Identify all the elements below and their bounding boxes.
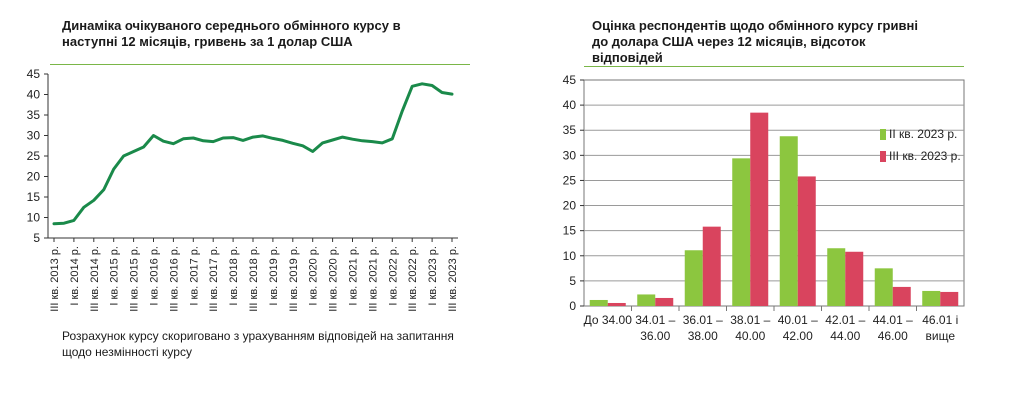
y-tick-label: 20	[563, 199, 577, 213]
y-tick-label: 0	[569, 299, 576, 313]
bar-q2-2023	[779, 136, 798, 306]
x-tick-label: I кв. 2015 р.	[109, 246, 121, 306]
left-title-line-2: наступні 12 місяців, гривень за 1 долар …	[62, 34, 353, 49]
x-category-label: 40.01 –	[778, 313, 818, 327]
x-category-label: 36.01 –	[683, 313, 723, 327]
right-chart-panel: Оцінка респондентів щодо обмінного курсу…	[540, 0, 1011, 400]
line-chart: 5 10 15 20 25 30 35 40 45 III кв. 2013 р. I кв. 20…	[27, 67, 459, 312]
y-tick-label: 25	[27, 149, 41, 163]
x-category-label: 40.00	[735, 329, 765, 343]
bar-q3-2023	[750, 112, 769, 307]
bar-q2-2023	[684, 250, 703, 306]
y-tick-label: 5	[569, 274, 576, 288]
x-tick-label: III кв. 2022 р.	[407, 246, 419, 312]
y-tick-label: 40	[27, 88, 41, 102]
bar-q3-2023	[797, 176, 816, 306]
right-title-line-2: до долара США через 12 місяців, відсоток	[592, 34, 866, 49]
x-tick-label: III кв. 2021 р.	[367, 246, 379, 312]
legend-label-q2: II кв. 2023 р.	[889, 127, 957, 141]
y-tick-label: 30	[27, 129, 41, 143]
x-tick-label: III кв. 2020 р.	[328, 246, 340, 312]
x-tick-label: III кв. 2016 р.	[168, 246, 180, 312]
x-tick-label: I кв. 2020 р.	[308, 246, 320, 306]
x-tick-label: III кв. 2023 р.	[447, 246, 459, 312]
x-category-label: 38.00	[688, 329, 718, 343]
left-chart-panel: Динаміка очікуваного середнього обмінног…	[0, 0, 480, 400]
x-category-label: До 34.00	[584, 313, 633, 327]
x-category-label: 42.01 –	[825, 313, 865, 327]
y-tick-label: 10	[563, 249, 577, 263]
x-tick-label: I кв. 2014 р.	[69, 246, 81, 306]
x-category-label: 36.00	[640, 329, 670, 343]
bar-q2-2023	[827, 248, 846, 306]
bar-chart: 0 5 10 15 20 25 30 35 40 45 До 34.00 34.01 – 36.00 36…	[563, 73, 965, 343]
bar-q2-2023	[922, 290, 941, 306]
x-tick-label: I кв. 2018 р.	[228, 246, 240, 306]
bar-q2-2023	[732, 158, 751, 306]
y-tick-label: 15	[27, 190, 41, 204]
x-tick-label: I кв. 2022 р.	[387, 246, 399, 306]
y-tick-label: 20	[27, 170, 41, 184]
x-category-label: 34.01 –	[635, 313, 675, 327]
x-tick-label: I кв. 2019 р.	[268, 246, 280, 306]
legend-swatch-q2	[880, 129, 886, 140]
y-tick-label: 45	[27, 67, 41, 81]
bar-q2-2023	[874, 268, 893, 306]
bar-q3-2023	[845, 251, 864, 306]
x-category-label: 44.00	[830, 329, 860, 343]
left-chart-note: Розрахунок курсу скориговано з урахуванн…	[62, 328, 482, 360]
bar-q2-2023	[589, 299, 608, 306]
x-tick-label: III кв. 2017 р.	[208, 246, 220, 312]
right-chart-title: Оцінка респондентів щодо обмінного курсу…	[592, 18, 992, 66]
legend-swatch-q3	[880, 151, 886, 162]
x-tick-label: III кв. 2019 р.	[288, 246, 300, 312]
x-tick-label: III кв. 2013 р.	[49, 246, 61, 312]
x-tick-label: III кв. 2014 р.	[89, 246, 101, 312]
right-title-rule	[584, 66, 964, 67]
bar-q3-2023	[892, 286, 911, 306]
x-tick-label: I кв. 2016 р.	[149, 246, 161, 306]
x-category-label: 38.01 –	[730, 313, 770, 327]
x-category-label: 42.00	[783, 329, 813, 343]
x-category-label: вище	[926, 329, 956, 343]
note-line-2: щодо незмінності курсу	[62, 345, 192, 359]
right-title-line-1: Оцінка респондентів щодо обмінного курсу…	[592, 18, 918, 33]
y-tick-label: 35	[27, 108, 41, 122]
y-tick-label: 25	[563, 173, 577, 187]
left-title-rule	[50, 64, 470, 65]
y-tick-label: 45	[563, 73, 577, 87]
x-tick-label: I кв. 2021 р.	[348, 246, 360, 306]
left-chart-title: Динаміка очікуваного середнього обмінног…	[62, 18, 462, 50]
x-tick-label: III кв. 2018 р.	[248, 246, 260, 312]
series-line	[52, 82, 454, 226]
x-tick-label: I кв. 2017 р.	[188, 246, 200, 306]
x-category-label: 46.01 і	[922, 313, 958, 327]
y-tick-label: 15	[563, 224, 577, 238]
bar-q3-2023	[655, 297, 674, 306]
y-tick-label: 10	[27, 211, 41, 225]
right-title-line-3: відповідей	[592, 50, 663, 65]
bar-q3-2023	[607, 302, 626, 306]
plot-frame	[583, 79, 965, 307]
bar-q3-2023	[702, 226, 721, 306]
legend-label-q3: III кв. 2023 р.	[889, 149, 961, 163]
x-category-label: 46.00	[878, 329, 908, 343]
note-line-1: Розрахунок курсу скориговано з урахуванн…	[62, 329, 454, 343]
x-tick-label: I кв. 2023 р.	[427, 246, 439, 306]
y-tick-label: 30	[563, 148, 577, 162]
y-tick-label: 5	[33, 231, 40, 245]
bar-q2-2023	[637, 294, 656, 306]
x-tick-label: III кв. 2015 р.	[129, 246, 141, 312]
x-category-label: 44.01 –	[873, 313, 913, 327]
y-tick-label: 35	[563, 123, 577, 137]
left-title-line-1: Динаміка очікуваного середнього обмінног…	[62, 18, 401, 33]
y-tick-label: 40	[563, 98, 577, 112]
bar-q3-2023	[940, 291, 959, 306]
